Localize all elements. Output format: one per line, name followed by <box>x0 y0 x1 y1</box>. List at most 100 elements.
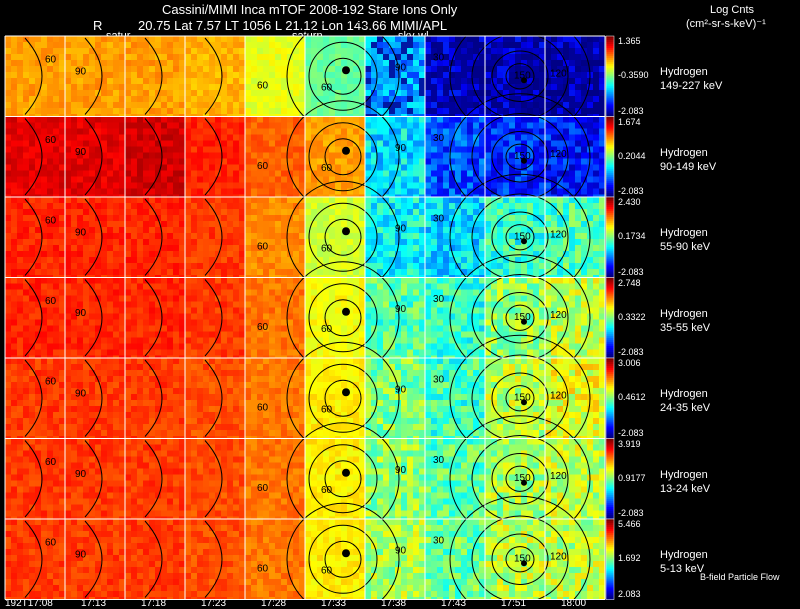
image-pixel <box>59 66 65 72</box>
image-pixel <box>449 140 455 147</box>
image-pixel <box>47 313 53 320</box>
image-pixel <box>407 209 413 215</box>
image-pixel <box>557 128 563 135</box>
image-pixel <box>209 48 215 54</box>
image-pixel <box>317 251 323 257</box>
image-pixel <box>167 96 173 102</box>
image-pixel <box>347 54 353 60</box>
image-pixel <box>203 72 209 78</box>
image-pixel <box>143 283 149 290</box>
image-pixel <box>131 66 137 72</box>
image-pixel <box>209 233 215 239</box>
image-pixel <box>23 176 29 183</box>
image-pixel <box>431 269 437 275</box>
image-pixel <box>287 263 293 269</box>
image-pixel <box>11 307 17 314</box>
image-pixel <box>311 263 317 269</box>
image-pixel <box>47 343 53 350</box>
image-pixel <box>371 263 377 269</box>
image-pixel <box>71 313 77 320</box>
image-pixel <box>131 325 137 332</box>
image-pixel <box>149 221 155 227</box>
image-pixel <box>575 96 581 102</box>
image-pixel <box>197 134 203 141</box>
image-pixel <box>17 66 23 72</box>
image-pixel <box>137 239 143 245</box>
image-pixel <box>557 170 563 177</box>
image-pixel <box>215 152 221 159</box>
image-pixel <box>479 48 485 54</box>
image-pixel <box>479 134 485 141</box>
image-pixel <box>101 277 107 284</box>
image-pixel <box>287 221 293 227</box>
image-pixel <box>191 176 197 183</box>
image-pixel <box>395 233 401 239</box>
image-pixel <box>557 251 563 257</box>
image-pixel <box>281 78 287 84</box>
image-pixel <box>305 188 311 195</box>
colorbar-step <box>606 178 614 182</box>
image-pixel <box>497 215 503 221</box>
image-pixel <box>77 140 83 147</box>
image-pixel <box>449 128 455 135</box>
image-pixel <box>41 48 47 54</box>
image-pixel <box>11 319 17 326</box>
image-cell <box>185 116 245 197</box>
image-pixel <box>185 152 191 159</box>
image-pixel <box>587 42 593 48</box>
image-pixel <box>215 176 221 183</box>
image-pixel <box>17 116 23 123</box>
image-pixel <box>335 176 341 183</box>
image-pixel <box>383 146 389 153</box>
image-pixel <box>257 203 263 209</box>
image-pixel <box>209 277 215 284</box>
image-pixel <box>461 239 467 245</box>
image-pixel <box>407 257 413 263</box>
image-pixel <box>89 227 95 233</box>
image-pixel <box>137 152 143 159</box>
image-pixel <box>77 176 83 183</box>
image-pixel <box>11 78 17 84</box>
image-pixel <box>119 319 125 326</box>
image-pixel <box>191 307 197 314</box>
image-pixel <box>461 263 467 269</box>
image-pixel <box>83 134 89 141</box>
image-pixel <box>59 331 65 338</box>
image-pixel <box>107 60 113 66</box>
image-pixel <box>11 251 17 257</box>
image-pixel <box>383 102 389 108</box>
image-pixel <box>401 60 407 66</box>
image-pixel <box>35 36 41 42</box>
image-pixel <box>509 170 515 177</box>
image-pixel <box>11 66 17 72</box>
image-pixel <box>101 36 107 42</box>
image-pixel <box>71 355 77 358</box>
image-pixel <box>227 182 233 189</box>
image-pixel <box>209 227 215 233</box>
image-pixel <box>257 114 263 117</box>
image-pixel <box>371 134 377 141</box>
image-pixel <box>557 140 563 147</box>
image-pixel <box>77 122 83 129</box>
image-pixel <box>371 188 377 195</box>
image-pixel <box>41 60 47 66</box>
image-pixel <box>557 36 563 42</box>
image-pixel <box>521 42 527 48</box>
image-pixel <box>59 170 65 177</box>
image-pixel <box>419 227 425 233</box>
image-pixel <box>59 251 65 257</box>
image-pixel <box>5 239 11 245</box>
image-pixel <box>563 197 569 203</box>
image-pixel <box>431 188 437 195</box>
image-pixel <box>293 102 299 108</box>
image-pixel <box>443 90 449 96</box>
image-pixel <box>581 269 587 275</box>
image-pixel <box>29 78 35 84</box>
image-pixel <box>287 176 293 183</box>
image-pixel <box>47 54 53 60</box>
image-pixel <box>77 134 83 141</box>
image-pixel <box>401 209 407 215</box>
image-pixel <box>251 203 257 209</box>
image-pixel <box>23 301 29 308</box>
image-pixel <box>149 128 155 135</box>
